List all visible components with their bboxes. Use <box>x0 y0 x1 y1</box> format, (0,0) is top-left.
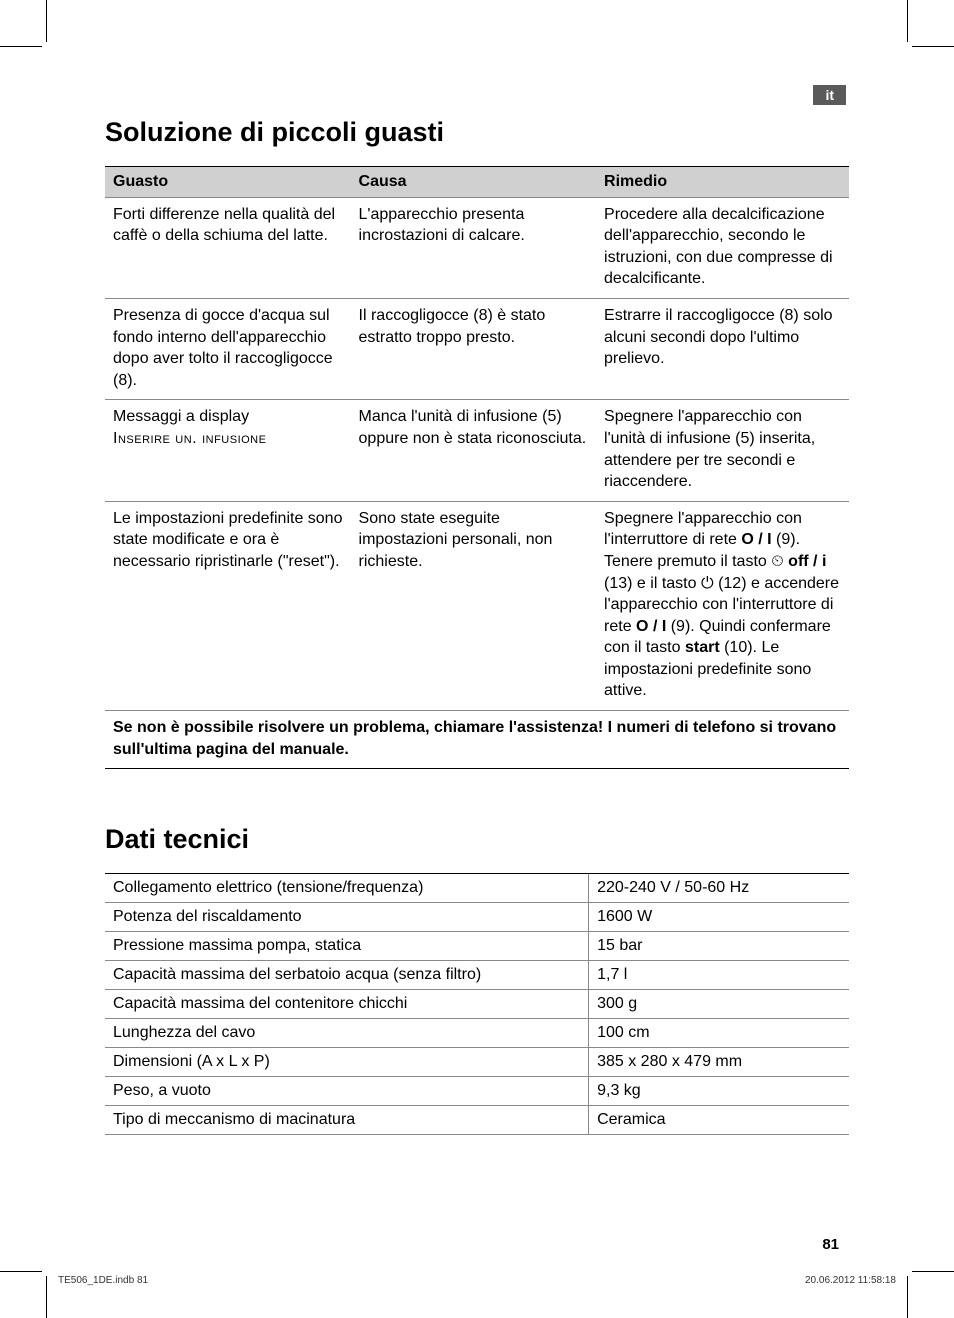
crop-mark <box>46 1276 47 1318</box>
page-number: 81 <box>822 1236 839 1253</box>
tech-spec-row: Pressione massima pompa, statica15 bar <box>105 932 849 961</box>
tech-spec-row: Capacità massima del serbatoio acqua (se… <box>105 961 849 990</box>
table-header-row: Guasto Causa Rimedio <box>105 167 849 198</box>
section-title-tech-data: Dati tecnici <box>105 824 849 855</box>
cell-remedy: Estrarre il raccogligocce (8) solo alcun… <box>596 298 849 399</box>
tech-spec-row: Tipo di meccanismo di macinaturaCeramica <box>105 1106 849 1135</box>
cell-cause: Sono state eseguite impostazioni persona… <box>351 501 597 710</box>
footer-timestamp: 20.06.2012 11:58:18 <box>805 1275 896 1286</box>
cell-fault: Messaggi a display Inserire un. infusion… <box>105 400 351 501</box>
switch-label: O / I <box>636 618 666 635</box>
tech-specs-table: Collegamento elettrico (tensione/frequen… <box>105 873 849 1135</box>
cell-remedy: Spegnere l'apparecchio con l'unità di in… <box>596 400 849 501</box>
tech-spec-value: 385 x 280 x 479 mm <box>589 1048 849 1077</box>
cell-remedy: Procedere alla decalcificazione dell'app… <box>596 197 849 298</box>
cell-cause: Il raccogligocce (8) è stato estratto tr… <box>351 298 597 399</box>
tech-spec-label: Tipo di meccanismo di macinatura <box>105 1106 589 1135</box>
tech-spec-label: Peso, a vuoto <box>105 1077 589 1106</box>
tech-spec-row: Lunghezza del cavo100 cm <box>105 1019 849 1048</box>
crop-mark <box>912 46 954 47</box>
table-row: Le impostazioni predefinite sono state m… <box>105 501 849 710</box>
footer-note-cell: Se non è possibile risolvere un problema… <box>105 711 849 769</box>
table-row: Presenza di gocce d'acqua sul fondo inte… <box>105 298 849 399</box>
remedy-text: (13) e il tasto <box>604 575 701 592</box>
header-cause: Causa <box>351 167 597 198</box>
tech-spec-row: Capacità massima del contenitore chicchi… <box>105 990 849 1019</box>
tech-spec-value: 1,7 l <box>589 961 849 990</box>
tech-spec-value: 9,3 kg <box>589 1077 849 1106</box>
cell-cause: Manca l'unità di infusione (5) oppure no… <box>351 400 597 501</box>
tech-spec-value: 220-240 V / 50-60 Hz <box>589 874 849 903</box>
cell-fault: Presenza di gocce d'acqua sul fondo inte… <box>105 298 351 399</box>
tech-spec-row: Peso, a vuoto9,3 kg <box>105 1077 849 1106</box>
tech-spec-value: 100 cm <box>589 1019 849 1048</box>
crop-mark <box>912 1271 954 1272</box>
tech-spec-label: Pressione massima pompa, statica <box>105 932 589 961</box>
tech-spec-label: Dimensioni (A x L x P) <box>105 1048 589 1077</box>
table-row: Messaggi a display Inserire un. infusion… <box>105 400 849 501</box>
tech-spec-value: Ceramica <box>589 1106 849 1135</box>
info-icon: i <box>822 553 826 570</box>
footer-file-ref: TE506_1DE.indb 81 <box>58 1275 148 1286</box>
language-badge: it <box>813 85 846 105</box>
tech-spec-label: Collegamento elettrico (tensione/frequen… <box>105 874 589 903</box>
crop-mark <box>907 0 908 42</box>
table-row: Forti differenze nella qualità del caffè… <box>105 197 849 298</box>
tech-spec-row: Collegamento elettrico (tensione/frequen… <box>105 874 849 903</box>
crop-mark <box>46 0 47 42</box>
cell-remedy: Spegnere l'apparecchio con l'interruttor… <box>596 501 849 710</box>
fault-text: Messaggi a display <box>113 408 249 425</box>
cell-cause: L'apparecchio presenta incrostazioni di … <box>351 197 597 298</box>
tech-spec-label: Capacità massima del contenitore chicchi <box>105 990 589 1019</box>
section-title-troubleshooting: Soluzione di piccoli guasti <box>105 117 849 148</box>
tech-spec-value: 1600 W <box>589 903 849 932</box>
page-content: Soluzione di piccoli guasti Guasto Causa… <box>0 0 954 1175</box>
switch-label: O / I <box>741 531 771 548</box>
tech-spec-label: Lunghezza del cavo <box>105 1019 589 1048</box>
off-label: off / <box>784 553 822 570</box>
tech-spec-row: Potenza del riscaldamento1600 W <box>105 903 849 932</box>
cell-fault: Forti differenze nella qualità del caffè… <box>105 197 351 298</box>
eco-icon: ⏲ <box>771 553 783 570</box>
tech-spec-label: Potenza del riscaldamento <box>105 903 589 932</box>
troubleshooting-table: Guasto Causa Rimedio Forti differenze ne… <box>105 166 849 769</box>
crop-mark <box>0 1271 42 1272</box>
tech-spec-value: 15 bar <box>589 932 849 961</box>
power-icon: ⏻ <box>701 575 714 592</box>
tech-spec-row: Dimensioni (A x L x P)385 x 280 x 479 mm <box>105 1048 849 1077</box>
crop-mark <box>0 46 42 47</box>
start-label: start <box>685 639 720 656</box>
tech-spec-label: Capacità massima del serbatoio acqua (se… <box>105 961 589 990</box>
table-footer-note: Se non è possibile risolvere un problema… <box>105 711 849 769</box>
header-fault: Guasto <box>105 167 351 198</box>
display-message-text: Inserire un. infusione <box>113 430 266 447</box>
tech-spec-value: 300 g <box>589 990 849 1019</box>
cell-fault: Le impostazioni predefinite sono state m… <box>105 501 351 710</box>
crop-mark <box>907 1276 908 1318</box>
header-remedy: Rimedio <box>596 167 849 198</box>
